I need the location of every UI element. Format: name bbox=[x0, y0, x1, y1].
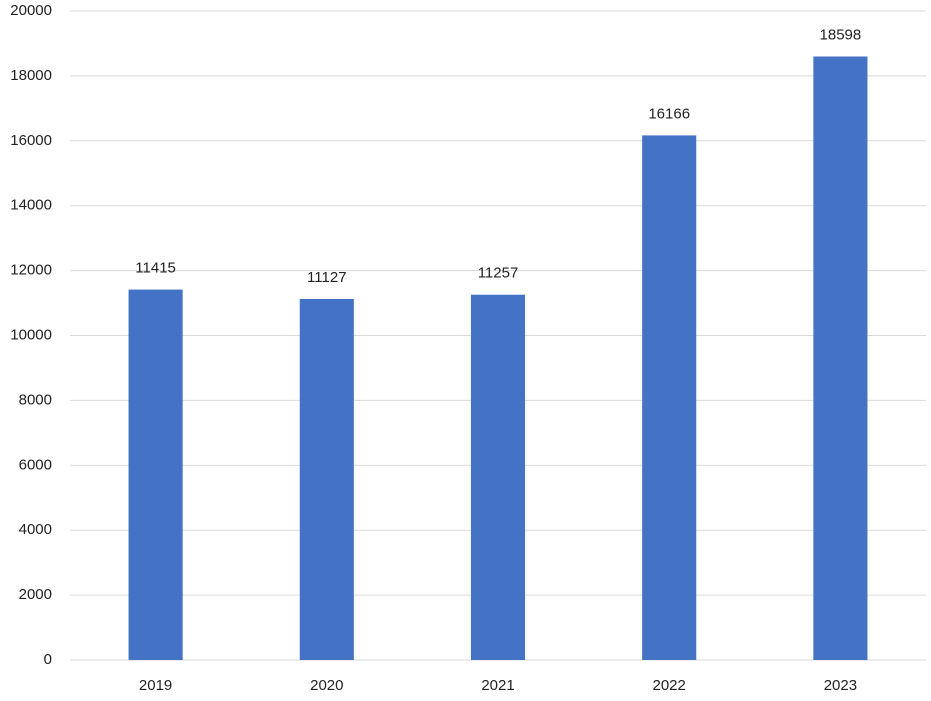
x-tick-label: 2022 bbox=[653, 677, 686, 694]
data-label: 16166 bbox=[648, 105, 690, 122]
y-tick-label: 14000 bbox=[10, 197, 52, 214]
y-tick-label: 0 bbox=[44, 651, 52, 668]
x-tick-label: 2020 bbox=[310, 677, 343, 694]
y-tick-label: 6000 bbox=[19, 456, 52, 473]
y-tick-label: 12000 bbox=[10, 262, 52, 279]
y-tick-label: 20000 bbox=[10, 2, 52, 19]
data-label: 18598 bbox=[820, 26, 862, 43]
x-tick-label: 2019 bbox=[139, 677, 172, 694]
data-label: 11127 bbox=[307, 269, 347, 286]
bar bbox=[470, 294, 526, 660]
bar bbox=[642, 135, 697, 660]
bar bbox=[128, 289, 183, 660]
y-tick-label: 18000 bbox=[10, 67, 52, 84]
x-tick-label: 2021 bbox=[481, 677, 514, 694]
y-tick-label: 4000 bbox=[19, 521, 52, 538]
data-label: 11415 bbox=[135, 260, 176, 277]
y-tick-label: 8000 bbox=[19, 391, 52, 408]
x-tick-label: 2023 bbox=[824, 677, 857, 694]
y-tick-label: 16000 bbox=[10, 132, 52, 149]
bar bbox=[813, 56, 868, 661]
data-label: 11257 bbox=[478, 265, 519, 282]
y-tick-label: 2000 bbox=[19, 586, 52, 603]
y-tick-label: 10000 bbox=[10, 326, 52, 343]
bar bbox=[299, 298, 354, 660]
